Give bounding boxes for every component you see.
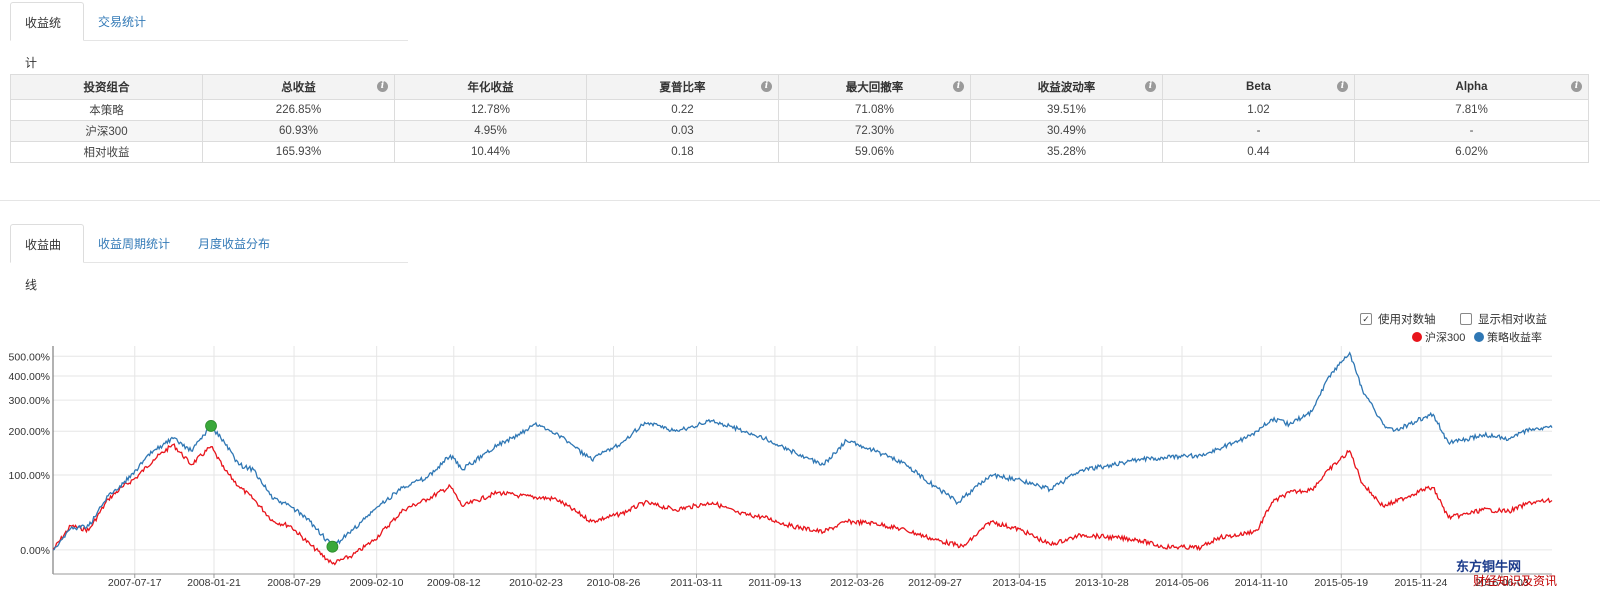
stats-table: 投资组合 总收益 i 年化收益 夏普比率 i 最大回撤率 i 收益波动率 i Beta i… (10, 74, 1589, 163)
checkbox-checked-icon[interactable]: ✓ (1360, 313, 1372, 325)
table-cell: 35.28% (970, 141, 1163, 163)
relative-return-option[interactable]: 显示相对收益 (1460, 311, 1547, 327)
col-header-total-return: 总收益 i (202, 74, 395, 100)
table-cell: 6.02% (1354, 141, 1589, 163)
table-row: 相对收益 165.93% 10.44% 0.18 59.06% 35.28% 0… (10, 141, 1589, 163)
table-cell: 30.49% (970, 120, 1163, 142)
tab-period-stats[interactable]: 收益周期统计 (98, 237, 171, 251)
x-axis: 2007-07-17 2008-01-21 2008-07-29 2009-02-10… (53, 573, 1552, 589)
x-tick-label: 2012-09-27 (908, 577, 962, 589)
chart-grid (53, 346, 1552, 574)
log-axis-label: 使用对数轴 (1378, 314, 1436, 326)
tab-monthly-distribution[interactable]: 月度收益分布 (198, 237, 271, 251)
x-tick-label: 2011-09-13 (748, 577, 801, 589)
info-icon[interactable]: i (1571, 81, 1582, 92)
table-cell: 71.08% (778, 99, 971, 121)
stats-tabs: 收益统计 交易统计 (10, 2, 408, 70)
table-cell: - (1162, 120, 1355, 142)
y-tick-label: 300.00% (9, 395, 50, 407)
table-cell: 7.81% (1354, 99, 1589, 121)
tab-return-curve[interactable]: 收益曲线 (10, 224, 84, 292)
col-header-annual-return: 年化收益 (394, 74, 587, 100)
x-tick-label: 2009-08-12 (427, 577, 481, 589)
y-tick-label: 500.00% (9, 351, 50, 363)
table-cell: 0.44 (1162, 141, 1355, 163)
legend-label: 策略收益率 (1487, 332, 1542, 344)
info-icon[interactable]: i (1145, 81, 1156, 92)
x-tick-label: 2011-03-11 (670, 577, 722, 589)
x-tick-label: 2015-05-19 (1314, 577, 1368, 589)
table-cell: 72.30% (778, 120, 971, 142)
table-row: 本策略 226.85% 12.78% 0.22 71.08% 39.51% 1.… (10, 99, 1589, 121)
x-tick-label: 2008-01-21 (187, 577, 241, 589)
chart-markers (205, 420, 339, 553)
watermark-sub: 财经知识及资讯 (1473, 574, 1558, 588)
x-tick-label: 2010-08-26 (587, 577, 641, 589)
y-tick-label: 400.00% (9, 371, 50, 383)
legend-item-strategy[interactable]: 策略收益率 (1474, 329, 1542, 345)
log-axis-option[interactable]: ✓ 使用对数轴 (1360, 311, 1436, 327)
y-tick-label: 200.00% (9, 426, 50, 438)
x-tick-label: 2007-07-17 (108, 577, 162, 589)
table-cell: 10.44% (394, 141, 587, 163)
checkbox-icon[interactable] (1460, 313, 1472, 325)
return-curve-chart: 0.00% 100.00% 200.00% 300.00% 400.00% 500.00%… (9, 346, 1553, 589)
col-header-sharpe: 夏普比率 i (586, 74, 779, 100)
series-line-strategy (52, 351, 1553, 551)
table-cell: 1.02 (1162, 99, 1355, 121)
table-cell: 165.93% (202, 141, 395, 163)
series-line-hs300 (52, 443, 1553, 566)
tab-trade-stats[interactable]: 交易统计 (98, 15, 147, 29)
table-cell: 39.51% (970, 99, 1163, 121)
legend-label: 沪深300 (1425, 332, 1466, 344)
table-row: 沪深300 60.93% 4.95% 0.03 72.30% 30.49% - … (10, 120, 1589, 142)
x-tick-label: 2016-06-03 (1475, 577, 1529, 589)
chart-lines (52, 351, 1553, 566)
x-tick-label: 2013-10-28 (1075, 577, 1129, 589)
table-header-row: 投资组合 总收益 i 年化收益 夏普比率 i 最大回撤率 i 收益波动率 i Beta i… (10, 74, 1589, 100)
legend-dot-icon (1412, 332, 1422, 342)
x-tick-label: 2014-11-10 (1235, 577, 1288, 589)
col-header-volatility: 收益波动率 i (970, 74, 1163, 100)
legend-item-hs300[interactable]: 沪深300 (1412, 329, 1465, 345)
x-tick-label: 2015-11-24 (1394, 577, 1447, 589)
info-icon[interactable]: i (953, 81, 964, 92)
table-cell: - (1354, 120, 1589, 142)
col-header-portfolio: 投资组合 (10, 74, 203, 100)
tab-return-stats[interactable]: 收益统计 (10, 2, 84, 70)
chart-marker[interactable] (205, 420, 217, 432)
section-divider (0, 200, 1600, 201)
info-icon[interactable]: i (1337, 81, 1348, 92)
table-cell: 4.95% (394, 120, 587, 142)
col-header-beta: Beta i (1162, 74, 1355, 100)
legend-dot-icon (1474, 332, 1484, 342)
table-cell: 0.22 (586, 99, 779, 121)
y-axis: 0.00% 100.00% 200.00% 300.00% 400.00% 500.00% (9, 346, 54, 574)
table-cell: 0.18 (586, 141, 779, 163)
table-cell: 60.93% (202, 120, 395, 142)
x-tick-label: 2013-04-15 (992, 577, 1046, 589)
table-cell: 226.85% (202, 99, 395, 121)
info-icon[interactable]: i (761, 81, 772, 92)
y-tick-label: 0.00% (20, 545, 50, 557)
y-tick-label: 100.00% (9, 470, 50, 482)
x-tick-label: 2009-02-10 (350, 577, 404, 589)
table-cell: 12.78% (394, 99, 587, 121)
table-cell: 本策略 (10, 99, 203, 121)
relative-return-label: 显示相对收益 (1478, 314, 1547, 326)
x-tick-label: 2010-02-23 (509, 577, 563, 589)
info-icon[interactable]: i (377, 81, 388, 92)
col-header-max-drawdown: 最大回撤率 i (778, 74, 971, 100)
chart-tabs: 收益曲线 收益周期统计 月度收益分布 (10, 224, 408, 292)
table-cell: 0.03 (586, 120, 779, 142)
table-cell: 沪深300 (10, 120, 203, 142)
x-tick-label: 2012-03-26 (830, 577, 884, 589)
col-header-alpha: Alpha i (1354, 74, 1589, 100)
table-cell: 59.06% (778, 141, 971, 163)
table-cell: 相对收益 (10, 141, 203, 163)
x-tick-label: 2014-05-06 (1155, 577, 1209, 589)
chart-marker[interactable] (326, 540, 339, 553)
x-tick-label: 2008-07-29 (267, 577, 321, 589)
watermark-brand: 东方铜牛网 (1456, 559, 1522, 574)
